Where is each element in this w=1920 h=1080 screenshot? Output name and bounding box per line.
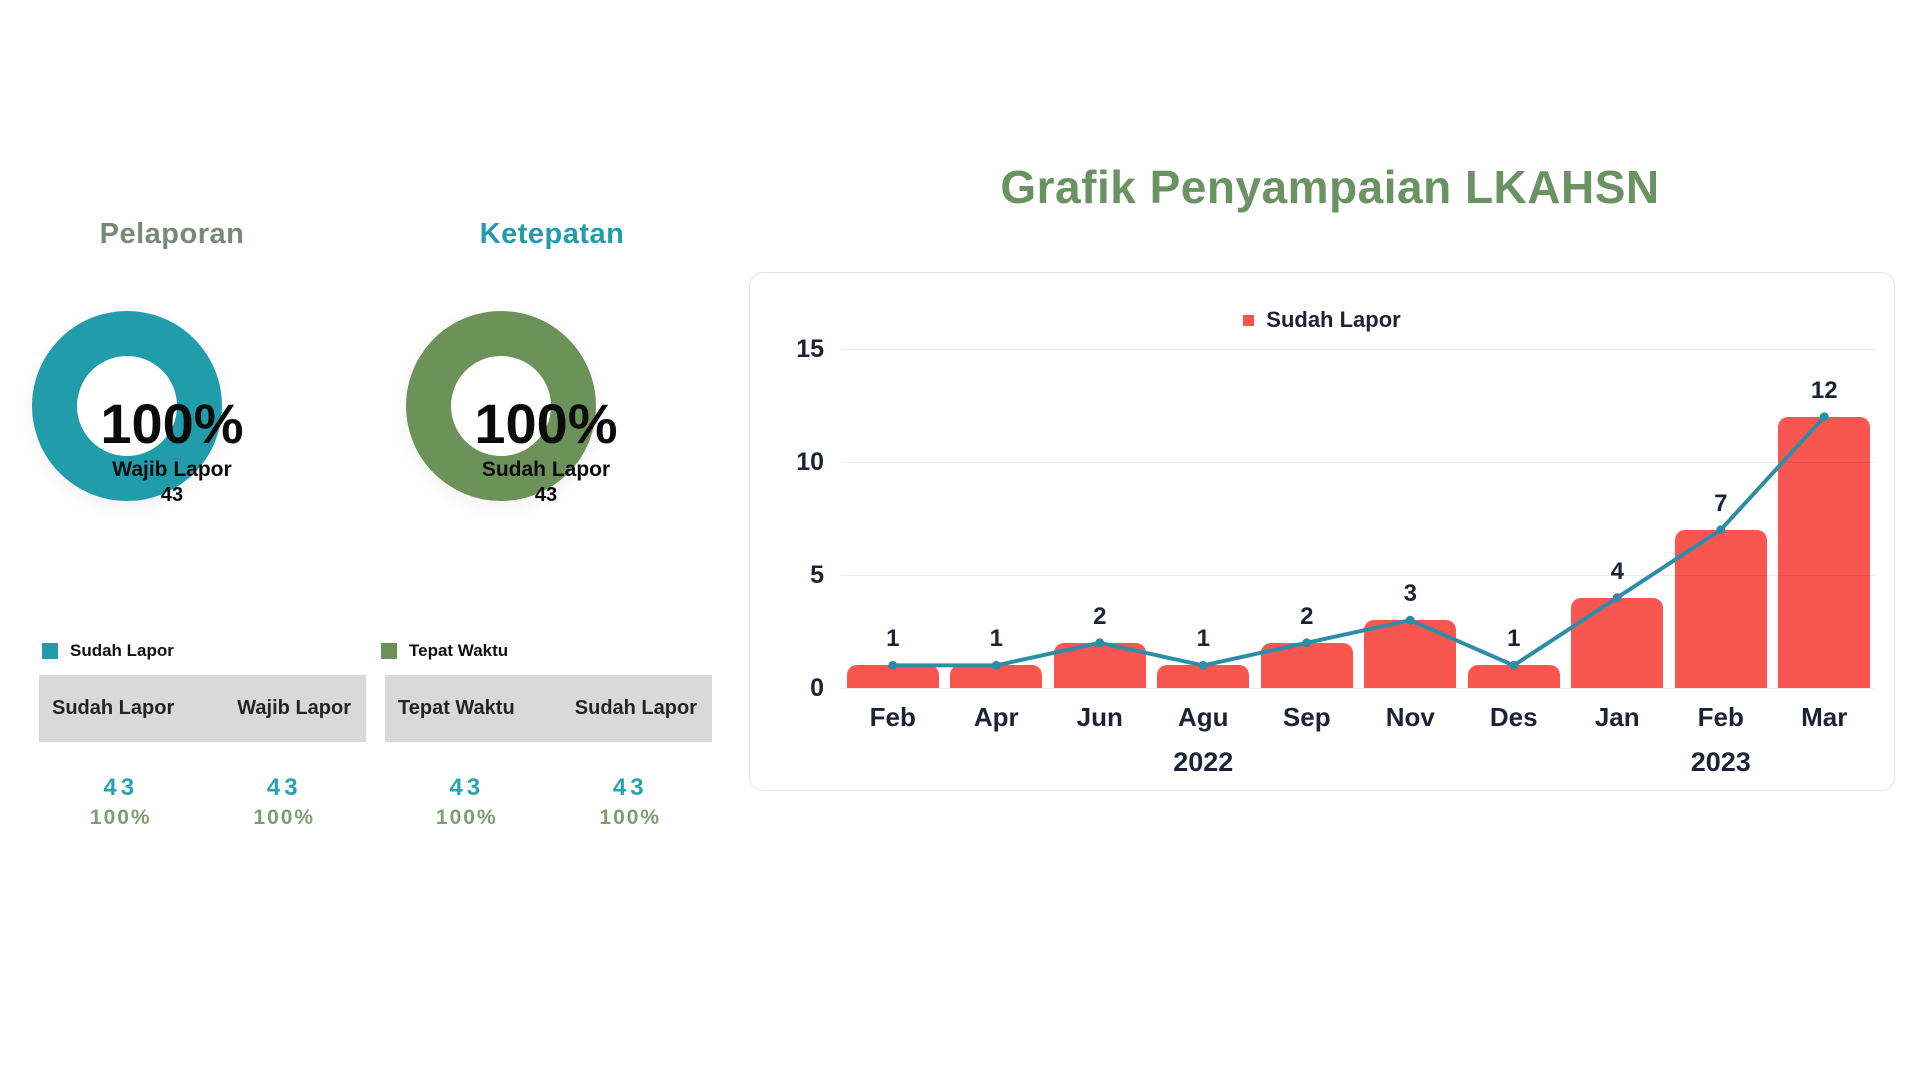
ketepatan-donut-value: 43	[534, 483, 558, 506]
ketepatan-col2-cell: 43 100%	[549, 774, 713, 830]
plot-area: 1 1 2 1 2 3 1 4 7 12	[841, 349, 1876, 689]
pelaporan-col2-percent: 100%	[253, 806, 316, 829]
pelaporan-donut-center: 100% Wajib Lapor 43	[77, 356, 267, 546]
bar-value-label-7: 4	[1610, 557, 1624, 585]
bar-value-label-8: 7	[1714, 489, 1728, 517]
ketepatan-col1-cell: 43 100%	[385, 774, 549, 830]
ketepatan-col1-value: 43	[449, 774, 485, 801]
bar-value-label-4: 2	[1300, 602, 1314, 630]
ketepatan-table-header: Tepat Waktu Sudah Lapor	[385, 675, 712, 742]
pelaporan-col2-cell: 43 100%	[203, 774, 367, 830]
trend-line	[888, 412, 1829, 670]
pelaporan-table-header: Sudah Lapor Wajib Lapor	[39, 675, 366, 742]
ketepatan-donut-label: Sudah Lapor	[481, 457, 611, 481]
bar-feb-0	[846, 665, 939, 688]
ketepatan-col2-value: 43	[612, 774, 648, 801]
pelaporan-col1-percent: 100%	[89, 806, 152, 829]
bar-value-label-6: 1	[1507, 625, 1521, 653]
x-tick-mar-9: Mar	[1801, 702, 1848, 732]
gridline-15	[841, 349, 1876, 350]
chart-legend: Sudah Lapor	[750, 307, 1894, 333]
gridline-0	[841, 688, 1876, 689]
pelaporan-donut: 100% Wajib Lapor 43	[32, 311, 312, 591]
green-square-icon	[381, 643, 397, 659]
pelaporan-table-values: 43 100% 43 100%	[39, 742, 366, 830]
ketepatan-title: Ketepatan	[479, 218, 625, 250]
line-marker-2	[1095, 638, 1105, 648]
x-tick-jan-7: Jan	[1594, 702, 1640, 732]
x-tick-feb-0: Feb	[869, 702, 916, 732]
ketepatan-percent: 100%	[474, 392, 618, 456]
line-marker-0	[888, 660, 898, 670]
ketepatan-donut-center: 100% Sudah Lapor 43	[451, 356, 641, 546]
bar-apr-1	[950, 665, 1043, 688]
year-label-2023: 2023	[1690, 747, 1751, 777]
bar-value-label-0: 1	[886, 625, 900, 653]
bar-des-6	[1467, 665, 1560, 688]
y-tick-0: 0	[810, 674, 824, 702]
x-tick-agu-3: Agu	[1177, 702, 1229, 732]
ketepatan-col1-percent: 100%	[435, 806, 498, 829]
pelaporan-col1-value: 43	[103, 774, 139, 801]
ketepatan-legend-label: Tepat Waktu	[409, 641, 509, 660]
ketepatan-col2-header: Sudah Lapor	[574, 697, 697, 719]
bar-value-label-9: 12	[1810, 376, 1838, 404]
pelaporan-legend: Sudah Lapor	[42, 641, 174, 661]
bar-mar-9	[1778, 416, 1871, 688]
pelaporan-col1-cell: 43 100%	[39, 774, 203, 830]
line-marker-1	[991, 660, 1001, 670]
pelaporan-col1-header: Sudah Lapor	[52, 697, 175, 719]
y-tick-15: 15	[796, 335, 824, 363]
y-tick-10: 10	[796, 448, 824, 476]
bar-value-label-3: 1	[1196, 625, 1210, 653]
ketepatan-donut: 100% Sudah Lapor 43	[406, 311, 686, 591]
line-marker-3	[1198, 660, 1208, 670]
pelaporan-donut-value: 43	[160, 483, 184, 506]
ketepatan-col2-percent: 100%	[599, 806, 662, 829]
x-tick-sep-4: Sep	[1282, 702, 1331, 732]
ketepatan-col1-header: Tepat Waktu	[398, 697, 515, 719]
bar-feb-8	[1674, 529, 1767, 688]
gridline-5	[841, 575, 1876, 576]
x-axis: Feb Apr Jun Agu Sep Nov Des Jan Feb Mar	[841, 702, 1876, 733]
bar-value-label-5: 3	[1403, 580, 1417, 608]
line-marker-4	[1302, 638, 1312, 648]
chart-legend-label: Sudah Lapor	[1266, 307, 1401, 332]
pelaporan-col2-value: 43	[266, 774, 302, 801]
line-marker-5	[1405, 615, 1415, 625]
x-tick-des-6: Des	[1489, 702, 1538, 732]
line-marker-9	[1819, 412, 1829, 422]
ketepatan-table: Tepat Waktu Sudah Lapor 43 100% 43 100%	[385, 675, 712, 830]
pelaporan-table: Sudah Lapor Wajib Lapor 43 100% 43 100%	[39, 675, 366, 830]
bar-value-label-2: 2	[1093, 602, 1107, 630]
bar-value-label-1: 1	[989, 625, 1003, 653]
line-marker-6	[1509, 660, 1519, 670]
chart-card: Sudah Lapor 1 1 2 1 2 3 1 4 7 12 Feb Apr Jun Agu Sep N…	[749, 272, 1895, 791]
pelaporan-donut-label: Wajib Lapor	[112, 457, 232, 481]
pelaporan-col2-header: Wajib Lapor	[237, 697, 351, 719]
pelaporan-percent: 100%	[100, 392, 244, 456]
gridline-10	[841, 462, 1876, 463]
year-label-2022: 2022	[1173, 747, 1234, 777]
x-tick-apr-1: Apr	[973, 702, 1019, 732]
teal-square-icon	[42, 643, 58, 659]
bar-agu-3	[1157, 665, 1250, 688]
x-tick-feb-8: Feb	[1697, 702, 1744, 732]
pelaporan-legend-label: Sudah Lapor	[70, 641, 174, 660]
pelaporan-title: Pelaporan	[99, 218, 245, 250]
x-tick-nov-5: Nov	[1385, 702, 1435, 732]
chart-title: Grafik Penyampaian LKAHSN	[1000, 161, 1660, 213]
ketepatan-table-values: 43 100% 43 100%	[385, 742, 712, 830]
red-square-icon	[1243, 314, 1255, 326]
ketepatan-legend: Tepat Waktu	[381, 641, 508, 661]
y-tick-5: 5	[810, 561, 824, 589]
line-marker-7	[1612, 593, 1622, 603]
bar-jan-7	[1571, 597, 1664, 688]
line-marker-8	[1716, 525, 1726, 535]
x-tick-jun-2: Jun	[1076, 702, 1123, 732]
